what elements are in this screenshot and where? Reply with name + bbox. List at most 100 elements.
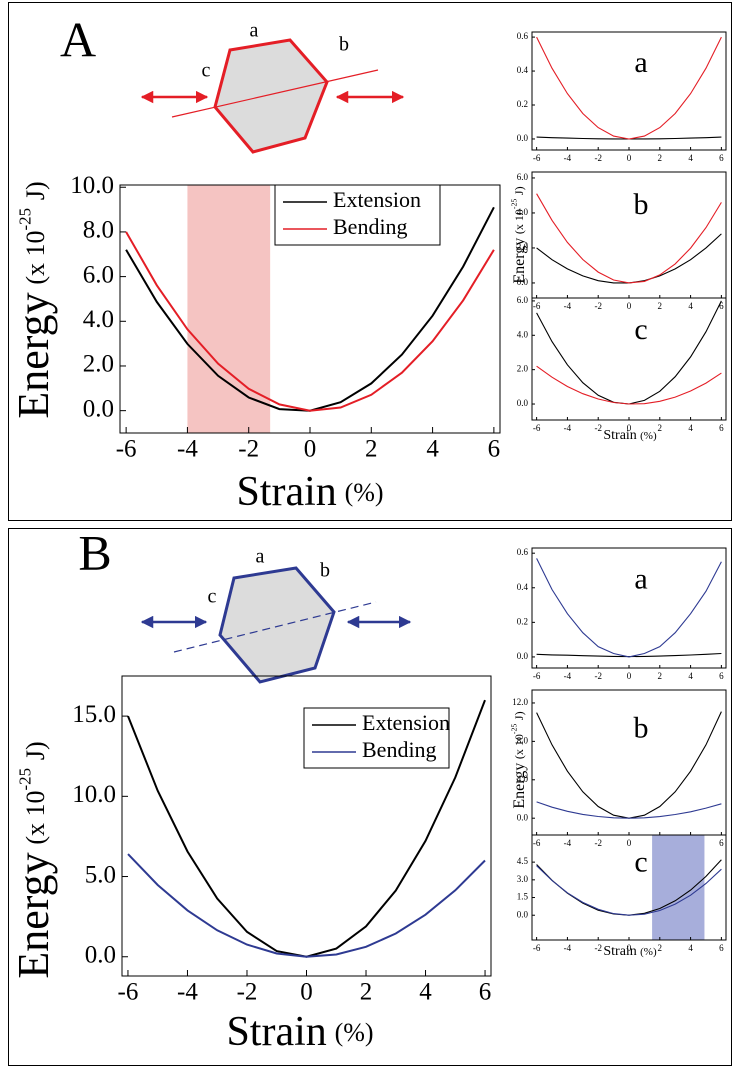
x-tick-label: 6 bbox=[719, 943, 724, 953]
y-tick-label: 6.0 bbox=[83, 261, 114, 288]
legend-box bbox=[303, 707, 450, 769]
y-tick-label: 0.2 bbox=[517, 616, 528, 626]
label-part: (x 10 bbox=[512, 209, 526, 234]
series-line bbox=[127, 853, 486, 958]
y-tick-label: 6.0 bbox=[517, 295, 529, 305]
x-tick-label: -6 bbox=[116, 436, 137, 463]
superscript: -25 bbox=[509, 724, 518, 734]
series-line bbox=[536, 711, 722, 819]
y-tick-label: 0.4 bbox=[517, 65, 529, 75]
label-part: (x 10 bbox=[21, 790, 50, 844]
x-tick-label: -2 bbox=[594, 943, 602, 953]
y-axis-label: Energy (x 10-25 J) bbox=[9, 181, 58, 418]
panel-label: B bbox=[78, 524, 111, 580]
x-tick-label: 2 bbox=[658, 423, 663, 433]
diagram-label: a bbox=[250, 20, 259, 42]
x-tick-label: 0 bbox=[300, 979, 313, 1006]
series-line bbox=[536, 865, 722, 916]
chart-title: b bbox=[634, 188, 649, 221]
label-part: (x 10 bbox=[21, 230, 50, 284]
superscript: -25 bbox=[15, 768, 34, 791]
x-tick-label: 6 bbox=[479, 979, 492, 1006]
chart-title: c bbox=[634, 313, 647, 346]
chart-title: a bbox=[634, 46, 647, 79]
x-tick-label: 4 bbox=[688, 671, 693, 681]
plot-frame bbox=[531, 297, 727, 421]
label-part: Strain bbox=[226, 1009, 326, 1055]
panel-frame bbox=[8, 528, 732, 1066]
y-tick-label: 5.0 bbox=[85, 861, 116, 888]
y-tick-label: 0.0 bbox=[85, 941, 116, 968]
x-tick-label: -4 bbox=[564, 301, 572, 311]
x-tick-label: 6 bbox=[719, 301, 724, 311]
x-tick-label: -4 bbox=[177, 436, 198, 463]
legend-label: Extension bbox=[362, 710, 450, 735]
y-tick-label: 4.0 bbox=[517, 207, 529, 217]
highlight-band bbox=[187, 185, 271, 433]
plot-frame bbox=[531, 171, 727, 299]
y-tick-label: 12.0 bbox=[512, 697, 528, 707]
y-tick-label: 2.0 bbox=[83, 351, 114, 378]
x-axis-label: Strain (%) bbox=[236, 469, 383, 515]
chart-title: c bbox=[634, 845, 647, 878]
y-tick-label: 4.0 bbox=[517, 329, 529, 339]
y-tick-label: 0.0 bbox=[517, 277, 529, 287]
label-part: (x 10 bbox=[512, 734, 526, 759]
x-tick-label: 4 bbox=[688, 423, 693, 433]
x-tick-label: 2 bbox=[365, 436, 378, 463]
diagram-a bbox=[140, 38, 405, 154]
panel-frame bbox=[8, 2, 732, 521]
x-tick-label: 6 bbox=[719, 671, 724, 681]
y-tick-label: 0.6 bbox=[517, 31, 529, 41]
y-tick-label: 4.0 bbox=[83, 306, 114, 333]
legend-label: Bending bbox=[362, 737, 437, 762]
label-part: Strain bbox=[603, 428, 636, 443]
label-part: J) bbox=[512, 711, 526, 720]
x-tick-label: -2 bbox=[237, 979, 258, 1006]
x-tick-label: -4 bbox=[564, 423, 572, 433]
label-part: (%) bbox=[640, 946, 657, 958]
diagram-label: b bbox=[320, 560, 330, 582]
y-tick-label: 10.0 bbox=[72, 781, 116, 808]
x-tick-label: 0 bbox=[627, 671, 632, 681]
x-tick-label: 4 bbox=[688, 301, 693, 311]
x-tick-label: 4 bbox=[688, 943, 693, 953]
y-tick-label: 0.0 bbox=[83, 395, 114, 422]
y-tick-label: 2.0 bbox=[517, 364, 529, 374]
y-tick-label: 4.5 bbox=[517, 856, 529, 866]
label-part: (%) bbox=[335, 1018, 374, 1047]
x-tick-label: 0 bbox=[627, 423, 632, 433]
y-tick-label: 4.0 bbox=[517, 774, 529, 784]
x-tick-label: -6 bbox=[118, 979, 139, 1006]
x-tick-label: 6 bbox=[719, 153, 724, 163]
label-part: Energy bbox=[511, 763, 528, 809]
x-tick-label: 2 bbox=[658, 671, 663, 681]
series-line bbox=[536, 300, 722, 405]
diagram-label: a bbox=[256, 546, 265, 568]
label-part: J) bbox=[21, 181, 50, 200]
plot-frame bbox=[531, 547, 727, 669]
y-tick-label: 0.2 bbox=[517, 99, 528, 109]
series-line bbox=[536, 233, 722, 284]
x-tick-label: -4 bbox=[564, 153, 572, 163]
x-tick-label: -2 bbox=[594, 153, 602, 163]
series-line bbox=[536, 193, 722, 284]
y-tick-label: 10.0 bbox=[70, 172, 114, 199]
x-tick-label: -6 bbox=[533, 153, 541, 163]
x-tick-label: 2 bbox=[658, 153, 663, 163]
series-line bbox=[536, 801, 722, 819]
highlight-band bbox=[652, 835, 705, 940]
x-tick-label: -6 bbox=[533, 423, 541, 433]
diagram-label: c bbox=[202, 60, 211, 82]
y-axis-label: Energy (x 10-25 J) bbox=[509, 186, 527, 283]
label-part: Energy bbox=[511, 238, 528, 284]
x-tick-label: -2 bbox=[594, 301, 602, 311]
y-axis-label: Energy (x 10-25 J) bbox=[509, 711, 527, 808]
label-part: J) bbox=[21, 741, 50, 760]
x-tick-label: 2 bbox=[360, 979, 373, 1006]
x-tick-label: -6 bbox=[533, 301, 541, 311]
plot-frame bbox=[531, 689, 727, 836]
series-line bbox=[536, 558, 722, 658]
y-tick-label: 0.4 bbox=[517, 582, 529, 592]
x-tick-label: 6 bbox=[719, 423, 724, 433]
